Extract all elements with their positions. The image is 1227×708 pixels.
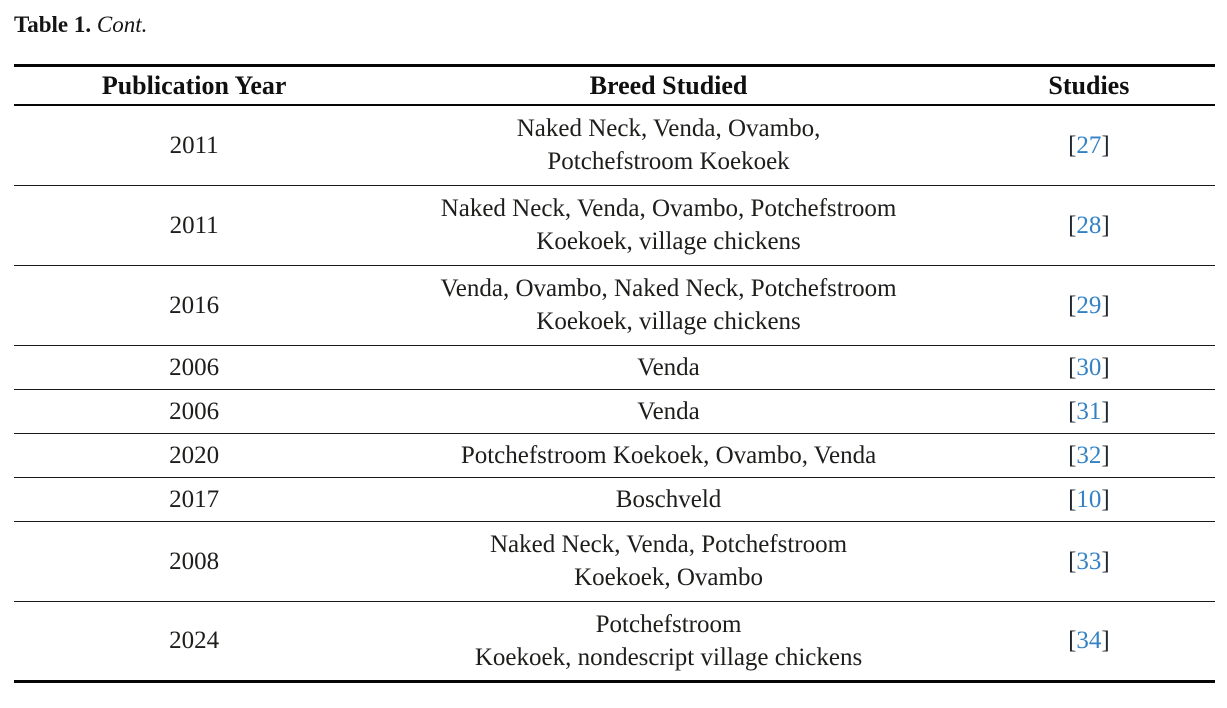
table-caption-cont: Cont. bbox=[96, 12, 148, 37]
citation-bracket-close: ] bbox=[1101, 353, 1110, 381]
citation-link[interactable]: 30 bbox=[1076, 353, 1102, 381]
citation-bracket-close: ] bbox=[1101, 547, 1110, 575]
year-cell: 2020 bbox=[169, 441, 220, 469]
citation-link[interactable]: 29 bbox=[1076, 291, 1102, 319]
citation-bracket-open: [ bbox=[1068, 627, 1077, 654]
year-cell: 2016 bbox=[169, 291, 220, 319]
table-row: 2006 Venda [30] bbox=[14, 345, 1215, 389]
breed-cell: Naked Neck, Venda, Potchefstroom Koekoek… bbox=[489, 531, 848, 591]
citation-bracket-open: [ bbox=[1068, 441, 1077, 469]
breed-cell: Boschveld bbox=[615, 485, 722, 513]
citation-cell: [34] bbox=[963, 601, 1215, 681]
breed-cell: Naked Neck, Venda, Ovambo, Potchefstroom… bbox=[516, 115, 821, 176]
breed-cell: Venda bbox=[637, 353, 700, 381]
citation-link[interactable]: 34 bbox=[1076, 627, 1102, 654]
citation-bracket-open: [ bbox=[1068, 353, 1077, 381]
citation-bracket-open: [ bbox=[1068, 131, 1077, 159]
citation-bracket-open: [ bbox=[1068, 291, 1077, 319]
year-cell: 2011 bbox=[169, 131, 219, 159]
breed-cell: Venda, Ovambo, Naked Neck, Potchefstroom… bbox=[440, 275, 897, 335]
citation-bracket-close: ] bbox=[1101, 131, 1110, 159]
breed-cell: Venda bbox=[637, 397, 700, 425]
table-row: 2024 Potchefstroom Koekoek, nondescript … bbox=[14, 601, 1215, 681]
table-row: 2011 Naked Neck, Venda, Ovambo, Potchefs… bbox=[14, 185, 1215, 265]
citation-link[interactable]: 31 bbox=[1076, 397, 1102, 425]
citation-cell: [32] bbox=[963, 433, 1215, 477]
citation-cell: [31] bbox=[963, 389, 1215, 433]
citation-bracket-open: [ bbox=[1068, 211, 1077, 239]
year-cell: 2011 bbox=[169, 211, 219, 239]
citation-bracket-close: ] bbox=[1101, 627, 1110, 654]
table-row: 2008 Naked Neck, Venda, Potchefstroom Ko… bbox=[14, 521, 1215, 601]
citation-bracket-close: ] bbox=[1101, 211, 1110, 239]
table-row: 2017 Boschveld [10] bbox=[14, 477, 1215, 521]
citation-cell: [33] bbox=[963, 521, 1215, 601]
citation-cell: [10] bbox=[963, 477, 1215, 521]
citation-link[interactable]: 28 bbox=[1076, 211, 1102, 239]
citation-bracket-close: ] bbox=[1101, 397, 1110, 425]
citation-bracket-open: [ bbox=[1068, 485, 1077, 513]
column-header-breed-studied: Breed Studied bbox=[374, 65, 963, 106]
citation-link[interactable]: 33 bbox=[1076, 547, 1102, 575]
citation-bracket-open: [ bbox=[1068, 397, 1077, 425]
table-caption: Table 1. Cont. bbox=[14, 12, 1215, 38]
citation-cell: [30] bbox=[963, 345, 1215, 389]
table-row: 2016 Venda, Ovambo, Naked Neck, Potchefs… bbox=[14, 265, 1215, 345]
citation-link[interactable]: 32 bbox=[1076, 441, 1102, 469]
column-header-studies: Studies bbox=[962, 65, 1215, 106]
citation-bracket-close: ] bbox=[1101, 291, 1110, 319]
citation-cell: [29] bbox=[963, 265, 1215, 345]
column-header-publication-year: Publication Year bbox=[14, 65, 375, 106]
citation-cell: [27] bbox=[963, 105, 1215, 185]
year-cell: 2006 bbox=[169, 397, 220, 425]
year-cell: 2008 bbox=[169, 547, 220, 575]
publication-table: Publication Year Breed Studied Studies 2… bbox=[14, 64, 1215, 683]
header-row: Publication Year Breed Studied Studies bbox=[14, 65, 1215, 106]
table-caption-label: Table 1. bbox=[14, 12, 92, 37]
breed-cell: Potchefstroom Koekoek, nondescript villa… bbox=[474, 610, 863, 671]
year-cell: 2024 bbox=[169, 627, 220, 654]
breed-cell: Naked Neck, Venda, Ovambo, Potchefstroom… bbox=[440, 195, 897, 255]
citation-bracket-close: ] bbox=[1101, 441, 1110, 469]
table-row: 2011 Naked Neck, Venda, Ovambo, Potchefs… bbox=[14, 105, 1215, 185]
citation-cell: [28] bbox=[963, 185, 1215, 265]
citation-bracket-close: ] bbox=[1101, 485, 1110, 513]
citation-link[interactable]: 27 bbox=[1076, 131, 1102, 159]
citation-bracket-open: [ bbox=[1068, 547, 1077, 575]
table-row: 2006 Venda [31] bbox=[14, 389, 1215, 433]
breed-cell: Potchefstroom Koekoek, Ovambo, Venda bbox=[460, 441, 877, 469]
year-cell: 2017 bbox=[169, 485, 220, 513]
citation-link[interactable]: 10 bbox=[1076, 485, 1102, 513]
table-row: 2020 Potchefstroom Koekoek, Ovambo, Vend… bbox=[14, 433, 1215, 477]
year-cell: 2006 bbox=[169, 353, 220, 381]
